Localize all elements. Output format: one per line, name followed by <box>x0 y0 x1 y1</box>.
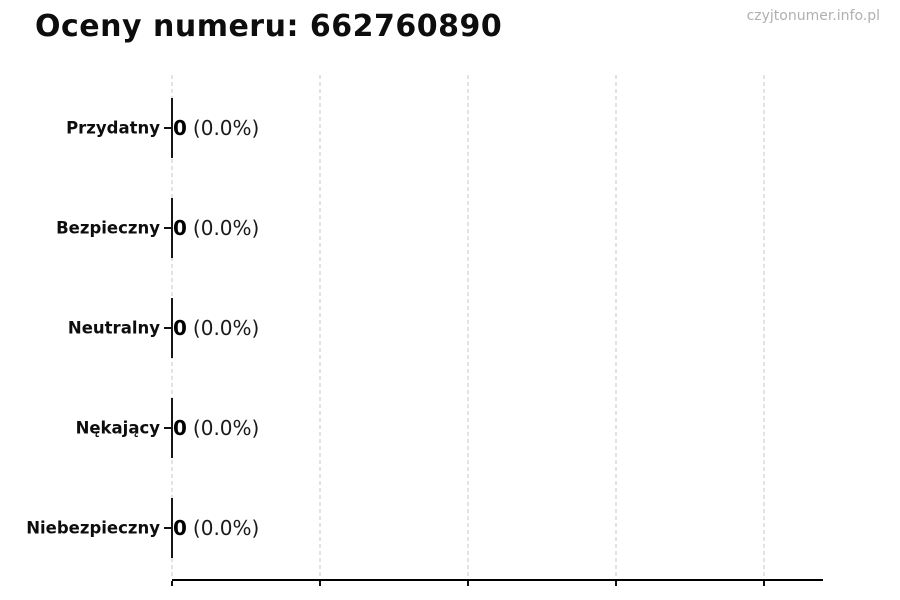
category-label: Niebezpieczny <box>26 518 160 537</box>
value-label: 0 (0.0%) <box>173 416 259 440</box>
chart-title: Oceny numeru: 662760890 <box>35 9 503 44</box>
y-tick-mark <box>164 326 172 329</box>
zero-width-bar <box>171 97 173 158</box>
category-label: Neutralny <box>67 318 160 337</box>
gridline <box>763 75 765 579</box>
value-label: 0 (0.0%) <box>173 516 259 540</box>
percent-value: (0.0%) <box>192 515 260 540</box>
zero-width-bar <box>171 297 173 358</box>
y-tick-mark <box>164 226 172 229</box>
count-value: 0 <box>173 215 187 240</box>
value-label: 0 (0.0%) <box>173 316 259 340</box>
percent-value: (0.0%) <box>192 215 260 240</box>
percent-value: (0.0%) <box>192 315 260 340</box>
y-tick-mark <box>164 126 172 129</box>
zero-width-bar <box>171 197 173 258</box>
count-value: 0 <box>173 115 187 140</box>
category-label: Nękający <box>75 418 160 437</box>
watermark-text: czyjtonumer.info.pl <box>746 8 880 24</box>
value-label: 0 (0.0%) <box>173 216 259 240</box>
value-label: 0 (0.0%) <box>173 116 259 140</box>
x-tick-mark <box>466 581 469 586</box>
category-label: Przydatny <box>66 118 160 137</box>
count-value: 0 <box>173 315 187 340</box>
category-label: Bezpieczny <box>56 218 160 237</box>
percent-value: (0.0%) <box>192 415 260 440</box>
y-tick-mark <box>164 426 172 429</box>
count-value: 0 <box>173 415 187 440</box>
y-tick-mark <box>164 526 172 529</box>
zero-width-bar <box>171 497 173 558</box>
x-tick-mark <box>171 581 173 586</box>
count-value: 0 <box>173 515 187 540</box>
x-tick-mark <box>762 581 765 586</box>
gridline <box>467 75 469 579</box>
zero-width-bar <box>171 397 173 458</box>
gridline <box>615 75 617 579</box>
x-tick-mark <box>318 581 321 586</box>
x-tick-mark <box>614 581 617 586</box>
percent-value: (0.0%) <box>192 115 260 140</box>
gridline <box>319 75 321 579</box>
